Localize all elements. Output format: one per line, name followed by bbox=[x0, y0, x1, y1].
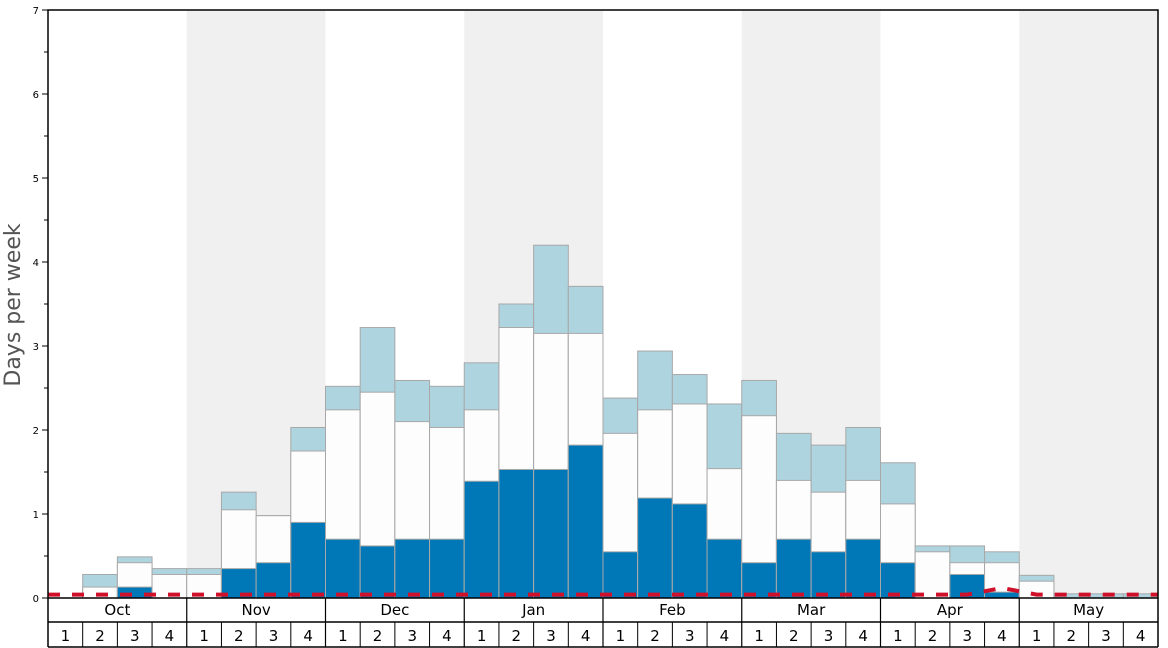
week-label: 4 bbox=[442, 627, 452, 645]
bar-dark bbox=[463, 480, 500, 599]
week-label: 3 bbox=[1101, 627, 1111, 645]
week-label: 3 bbox=[685, 627, 695, 645]
week-label: 4 bbox=[165, 627, 175, 645]
y-tick-label: 6 bbox=[33, 90, 39, 101]
month-label: Feb bbox=[659, 601, 686, 619]
bar-dark bbox=[325, 538, 361, 599]
bar-dark bbox=[429, 538, 465, 599]
y-tick-label: 5 bbox=[33, 174, 39, 185]
week-label: 3 bbox=[824, 627, 834, 645]
bar-dark bbox=[775, 538, 812, 599]
week-label: 1 bbox=[893, 627, 903, 645]
week-label: 2 bbox=[512, 627, 522, 645]
average-line bbox=[48, 585, 1158, 597]
bar-dark bbox=[567, 444, 604, 599]
week-label: 2 bbox=[234, 627, 244, 645]
week-label: 1 bbox=[616, 627, 626, 645]
week-label: 3 bbox=[269, 627, 279, 645]
bar-dark bbox=[255, 562, 292, 599]
bar-dark bbox=[741, 562, 777, 599]
y-tick-label: 1 bbox=[33, 510, 39, 521]
axes: 0 1 2 3 4 5 6 7 Oct 1 2 3 4 Nov 1 2 3 4 Dec 1 2 3 4 Jan 1 2 3 4 Feb 1… bbox=[33, 6, 1159, 648]
month-label: Mar bbox=[797, 601, 826, 619]
week-label: 1 bbox=[477, 627, 487, 645]
bar-dark bbox=[706, 538, 743, 599]
week-label: 2 bbox=[373, 627, 383, 645]
bar-middle bbox=[914, 551, 951, 599]
week-label: 4 bbox=[1136, 627, 1146, 645]
y-tick-label: 3 bbox=[33, 342, 39, 353]
bar-dark bbox=[637, 497, 673, 599]
y-tick-label: 4 bbox=[33, 258, 39, 269]
week-label: 2 bbox=[1067, 627, 1077, 645]
week-label: 4 bbox=[720, 627, 730, 645]
bar-dark bbox=[602, 551, 639, 599]
month-label: Nov bbox=[241, 601, 270, 619]
bar-dark bbox=[880, 562, 916, 599]
week-label: 2 bbox=[650, 627, 660, 645]
week-label: 2 bbox=[789, 627, 799, 645]
week-label: 3 bbox=[407, 627, 417, 645]
week-label: 2 bbox=[95, 627, 105, 645]
week-label: 4 bbox=[858, 627, 868, 645]
bar-dark bbox=[810, 551, 847, 599]
week-label: 1 bbox=[199, 627, 209, 645]
week-label: 3 bbox=[546, 627, 556, 645]
bar-dark bbox=[290, 521, 326, 599]
bar-dark bbox=[984, 591, 1020, 599]
bar-dark bbox=[845, 538, 881, 599]
week-label: 1 bbox=[61, 627, 71, 645]
week-label: 3 bbox=[962, 627, 972, 645]
bar-dark bbox=[394, 538, 431, 599]
week-label: 1 bbox=[1032, 627, 1042, 645]
month-label: Oct bbox=[104, 601, 130, 619]
bar-dark bbox=[671, 503, 708, 599]
week-label: 4 bbox=[581, 627, 591, 645]
week-label: 1 bbox=[754, 627, 764, 645]
y-tick-label: 0 bbox=[33, 594, 39, 605]
month-label: Jan bbox=[521, 601, 545, 619]
y-axis-label: Days per week bbox=[1, 223, 26, 386]
bar-dark bbox=[533, 468, 569, 599]
week-label: 2 bbox=[928, 627, 938, 645]
week-label: 4 bbox=[997, 627, 1007, 645]
week-label: 3 bbox=[130, 627, 140, 645]
bar-dark bbox=[359, 545, 396, 599]
week-label: 4 bbox=[303, 627, 313, 645]
week-label: 1 bbox=[338, 627, 348, 645]
month-label: May bbox=[1073, 601, 1104, 619]
month-shade bbox=[1019, 10, 1158, 598]
y-tick-label: 2 bbox=[33, 426, 39, 437]
month-label: Apr bbox=[937, 601, 964, 619]
y-tick-label: 7 bbox=[33, 6, 39, 17]
average-line-group bbox=[48, 585, 1158, 597]
bar-dark bbox=[498, 468, 535, 599]
month-label: Dec bbox=[380, 601, 409, 619]
